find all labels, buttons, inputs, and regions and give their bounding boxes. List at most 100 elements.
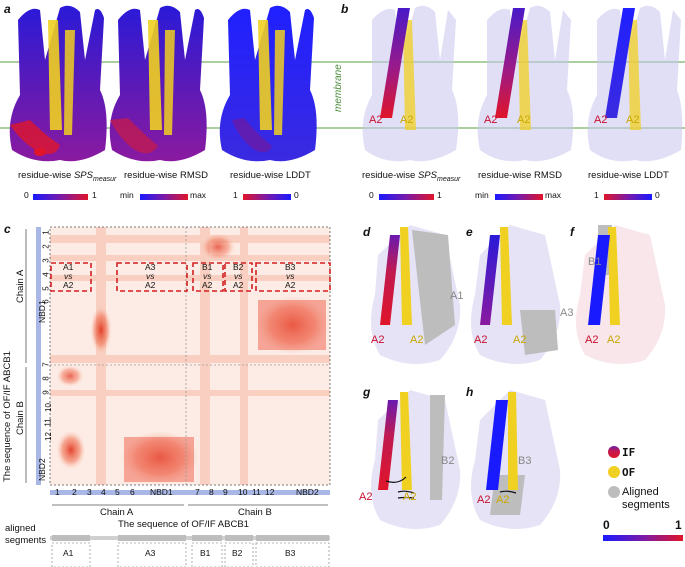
- structure-f: [576, 225, 666, 364]
- a2-red-label-b2: A2: [484, 114, 498, 126]
- caption-a-lddt: residue-wise LDDT: [230, 170, 311, 181]
- y-tick-9: 9: [41, 390, 51, 395]
- legend-segments-label: segments: [622, 499, 670, 511]
- structure-g: [371, 390, 461, 529]
- box-a1: [50, 262, 92, 292]
- cbar-a3-right: 0: [294, 190, 299, 200]
- y-tick-12: 12: [43, 432, 53, 441]
- heatmap-compare-boxes: [50, 262, 331, 292]
- cbar-a3-left: 1: [233, 190, 238, 200]
- cbar-a2-left: min: [120, 190, 134, 200]
- structure-d: [371, 225, 461, 364]
- panel-label-g: g: [363, 385, 371, 399]
- box-b1: [192, 262, 224, 292]
- caption-b-rmsd: residue-wise RMSD: [478, 170, 562, 181]
- cbar-b2-left: min: [475, 190, 489, 200]
- y-axis-title: The sequence of OF/IF ABCB1: [2, 351, 13, 482]
- heatmap-stripes: [50, 227, 330, 485]
- x-tick-2: 2: [72, 487, 77, 497]
- structure-a-lddt: [219, 5, 317, 162]
- cbar-b1-left: 0: [369, 190, 374, 200]
- x-tick-9: 9: [223, 487, 228, 497]
- structures-d-h: [371, 225, 683, 541]
- caption-a-sps: residue-wise SPSmeasur: [18, 170, 117, 183]
- label-g-a2-red: A2: [359, 491, 373, 503]
- a2-red-label-b1: A2: [369, 114, 383, 126]
- x-tick-10: 10: [238, 487, 248, 497]
- label-h-b3: B3: [518, 455, 532, 467]
- panels-ab-graphics: [0, 5, 685, 162]
- heatmap-hot-blocks: [56, 233, 330, 485]
- a2-yellow-label-b3: A2: [626, 114, 640, 126]
- label-d-a2-red: A2: [371, 334, 385, 346]
- x-tick-3: 3: [87, 487, 92, 497]
- x-tick-4: 4: [101, 487, 106, 497]
- y-tick-7: 7: [41, 362, 51, 367]
- colorbar-a-rmsd: [140, 194, 188, 200]
- legend-of-dot: [608, 466, 620, 478]
- segment-b2: B2: [232, 548, 243, 558]
- x-tick-6: 6: [130, 487, 135, 497]
- x-axis-strip: [50, 490, 330, 495]
- y-tick-4: 4: [41, 272, 51, 277]
- aligned-segments-bar: [50, 536, 330, 540]
- label-h-a2-yellow: A2: [496, 494, 510, 506]
- structure-h: [471, 390, 561, 529]
- panel-label-e: e: [466, 225, 473, 239]
- cbar-a1-right: 1: [92, 190, 97, 200]
- structure-b-lddt: [587, 5, 683, 162]
- a2-red-label-b3: A2: [594, 114, 608, 126]
- cbar-b3-left: 1: [594, 190, 599, 200]
- legend-max: 1: [675, 518, 682, 532]
- x-tick-5: 5: [115, 487, 120, 497]
- segment-a1: A1: [63, 548, 74, 558]
- x-tick-12: 12: [265, 487, 275, 497]
- y-axis-strip: [36, 227, 41, 485]
- panel-label-d: d: [363, 225, 371, 239]
- y-tick-8: 8: [41, 376, 51, 381]
- label-g-b2: B2: [441, 455, 455, 467]
- heatmap-figure: [25, 226, 331, 567]
- cbar-b3-right: 0: [655, 190, 660, 200]
- legend-colorbar: [603, 535, 683, 541]
- label-e-a3: A3: [560, 307, 574, 319]
- y-chain-a-label: Chain A: [15, 269, 26, 303]
- cbar-b2-right: max: [545, 190, 562, 200]
- x-axis-title: The sequence of OF/IF ABCB1: [118, 519, 249, 530]
- cbar-b1-right: 1: [437, 190, 442, 200]
- x-chain-a-label: Chain A: [100, 507, 134, 518]
- structure-b-sps: [362, 5, 459, 162]
- cbar-a2-right: max: [190, 190, 207, 200]
- y-tick-3: 3: [41, 258, 51, 263]
- x-tick-8: 8: [209, 487, 214, 497]
- x-tick-7: 7: [195, 487, 200, 497]
- colorbar-b-rmsd: [495, 194, 543, 200]
- box-label-a1: A1 vs A2: [63, 262, 74, 290]
- a2-yellow-label-b2: A2: [517, 114, 531, 126]
- label-f-a2-red: A2: [585, 334, 599, 346]
- label-d-a1: A1: [450, 290, 464, 302]
- label-f-b1: B1: [588, 256, 602, 268]
- box-label-b2: B2 vs A2: [233, 262, 244, 290]
- x-tick-nbd2: NBD2: [296, 487, 319, 497]
- legend-aligned-dot: [608, 486, 620, 498]
- cbar-a1-left: 0: [24, 190, 29, 200]
- x-tick-11: 11: [252, 487, 261, 497]
- x-tick-1: 1: [55, 487, 60, 497]
- segment-b1: B1: [200, 548, 211, 558]
- colorbar-b-sps: [379, 194, 434, 200]
- y-tick-1: 1: [41, 230, 51, 235]
- structure-b-rmsd: [477, 5, 574, 162]
- label-d-a2-yellow: A2: [410, 334, 424, 346]
- colorbar-a-lddt: [243, 194, 291, 200]
- y-nbd2-label: NBD2: [37, 458, 47, 481]
- label-g-a2-yellow: A2: [403, 491, 417, 503]
- box-label-b1: B1 vs A2: [202, 262, 213, 290]
- y-chain-b-label: Chain B: [15, 401, 26, 435]
- label-h-a2-red: A2: [477, 494, 491, 506]
- structure-a-rmsd: [109, 5, 207, 162]
- segment-b3: B3: [285, 548, 296, 558]
- panel-label-f: f: [570, 225, 574, 239]
- legend-if-label: IF: [622, 446, 636, 459]
- box-label-a3: A3 vs A2: [145, 262, 156, 290]
